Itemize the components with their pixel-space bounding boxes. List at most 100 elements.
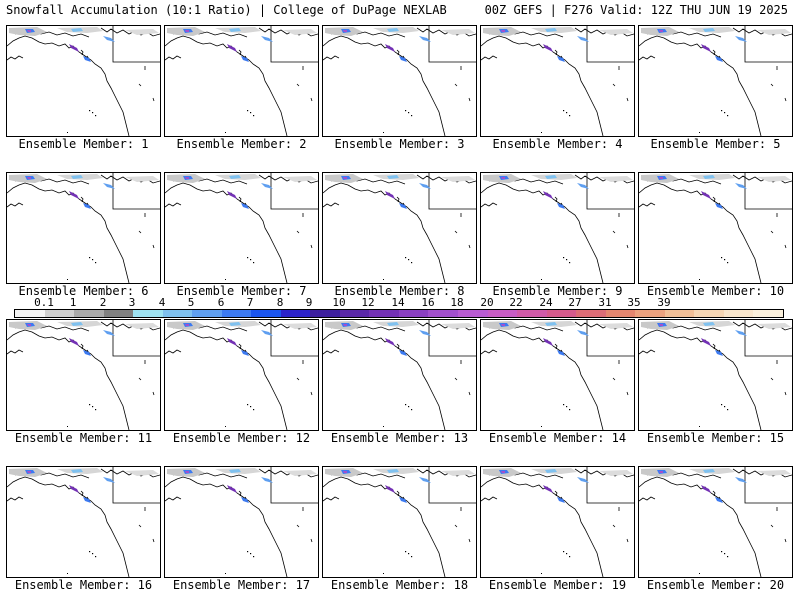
basemap — [7, 26, 160, 136]
colorbar-swatch — [103, 310, 134, 317]
colorbar-swatch — [398, 310, 429, 317]
ensemble-member-label: Ensemble Member: 9 — [492, 284, 623, 298]
basemap — [7, 320, 160, 430]
ensemble-member-panel: Ensemble Member: 19 — [480, 466, 635, 609]
basemap — [481, 173, 634, 283]
map-title: Snowfall Accumulation (10:1 Ratio) | Col… — [6, 3, 447, 17]
colorbar-swatch — [44, 310, 75, 317]
snowfall-map — [6, 466, 161, 578]
snowfall-map — [322, 319, 477, 431]
snowfall-map — [480, 172, 635, 284]
colorbar-label: 3 — [128, 296, 136, 309]
snowfall-map — [164, 172, 319, 284]
colorbar-label: 39 — [657, 296, 671, 309]
colorbar-label: 2 — [99, 296, 107, 309]
colorbar-swatch — [723, 310, 754, 317]
ensemble-member-label: Ensemble Member: 8 — [334, 284, 465, 298]
snowfall-map — [480, 319, 635, 431]
colorbar-swatch — [457, 310, 488, 317]
colorbar-label: 12 — [361, 296, 375, 309]
colorbar-swatch — [753, 310, 783, 317]
colorbar-label: 31 — [598, 296, 612, 309]
ensemble-member-label: Ensemble Member: 20 — [646, 578, 785, 592]
basemap — [165, 320, 318, 430]
snowfall-map — [164, 25, 319, 137]
basemap — [323, 26, 476, 136]
ensemble-member-panel: Ensemble Member: 5 — [638, 25, 793, 168]
ensemble-member-panel: Ensemble Member: 4 — [480, 25, 635, 168]
snowfall-map — [638, 172, 793, 284]
colorbar-swatch — [546, 310, 577, 317]
colorbar-label: 10 — [332, 296, 346, 309]
snowfall-map — [638, 466, 793, 578]
colorbar-swatch — [280, 310, 311, 317]
colorbar-label: 4 — [158, 296, 166, 309]
colorbar-swatch — [310, 310, 340, 317]
colorbar-label: 20 — [480, 296, 494, 309]
snowfall-map — [638, 319, 793, 431]
basemap — [165, 467, 318, 577]
ensemble-member-panel: Ensemble Member: 16 — [6, 466, 161, 609]
basemap — [639, 320, 792, 430]
ensemble-member-panel: Ensemble Member: 6 — [6, 172, 161, 315]
colorbar-label: 22 — [509, 296, 523, 309]
colorbar-swatch — [133, 310, 163, 317]
colorbar-label: 8 — [276, 296, 284, 309]
ensemble-member-label: Ensemble Member: 7 — [176, 284, 307, 298]
colorbar-swatch — [15, 310, 45, 317]
ensemble-member-label: Ensemble Member: 15 — [646, 431, 785, 445]
colorbar-swatch — [664, 310, 695, 317]
snowfall-map — [322, 466, 477, 578]
colorbar-label: 5 — [187, 296, 195, 309]
snowfall-map — [638, 25, 793, 137]
colorbar-swatch — [162, 310, 193, 317]
snowfall-map — [164, 466, 319, 578]
ensemble-member-label: Ensemble Member: 6 — [18, 284, 149, 298]
snowfall-map — [6, 25, 161, 137]
ensemble-member-panel: Ensemble Member: 2 — [164, 25, 319, 168]
ensemble-member-label: Ensemble Member: 5 — [650, 137, 781, 151]
colorbar-label: 7 — [246, 296, 254, 309]
ensemble-member-panel: Ensemble Member: 20 — [638, 466, 793, 609]
ensemble-member-label: Ensemble Member: 19 — [488, 578, 627, 592]
snowfall-map — [6, 319, 161, 431]
colorbar-label: 24 — [539, 296, 553, 309]
colorbar-labels: 0.1 1 2 3 4 5 6 7 8 9 10 12 14 16 18 20 22 24 27 31 35 39 — [14, 296, 784, 309]
basemap — [323, 467, 476, 577]
basemap — [639, 173, 792, 283]
basemap — [7, 173, 160, 283]
ensemble-member-panel: Ensemble Member: 14 — [480, 319, 635, 462]
ensemble-member-label: Ensemble Member: 10 — [646, 284, 785, 298]
colorbar-swatch — [487, 310, 518, 317]
colorbar-label: 18 — [450, 296, 464, 309]
basemap — [165, 26, 318, 136]
colorbar-swatch — [428, 310, 458, 317]
snowfall-map — [6, 172, 161, 284]
colorbar-swatch — [339, 310, 370, 317]
ensemble-member-panel: Ensemble Member: 13 — [322, 319, 477, 462]
colorbar-label: 14 — [391, 296, 405, 309]
ensemble-member-label: Ensemble Member: 2 — [176, 137, 307, 151]
ensemble-member-panel: Ensemble Member: 18 — [322, 466, 477, 609]
colorbar-label: 27 — [568, 296, 582, 309]
colorbar-swatch — [576, 310, 606, 317]
colorbar-label: 6 — [217, 296, 225, 309]
colorbar-label: 9 — [305, 296, 313, 309]
basemap — [7, 467, 160, 577]
colorbar-swatch — [74, 310, 104, 317]
basemap — [639, 26, 792, 136]
snowfall-map — [480, 466, 635, 578]
snowfall-map — [322, 25, 477, 137]
ensemble-member-label: Ensemble Member: 4 — [492, 137, 623, 151]
basemap — [323, 173, 476, 283]
ensemble-member-label: Ensemble Member: 18 — [330, 578, 469, 592]
ensemble-member-label: Ensemble Member: 3 — [334, 137, 465, 151]
basemap — [639, 467, 792, 577]
ensemble-member-panel: Ensemble Member: 11 — [6, 319, 161, 462]
colorbar-label: 0.1 — [34, 296, 54, 309]
snowfall-map — [322, 172, 477, 284]
ensemble-member-panel: Ensemble Member: 15 — [638, 319, 793, 462]
ensemble-member-label: Ensemble Member: 11 — [14, 431, 153, 445]
ensemble-member-panel: Ensemble Member: 10 — [638, 172, 793, 315]
colorbar-swatch — [517, 310, 547, 317]
